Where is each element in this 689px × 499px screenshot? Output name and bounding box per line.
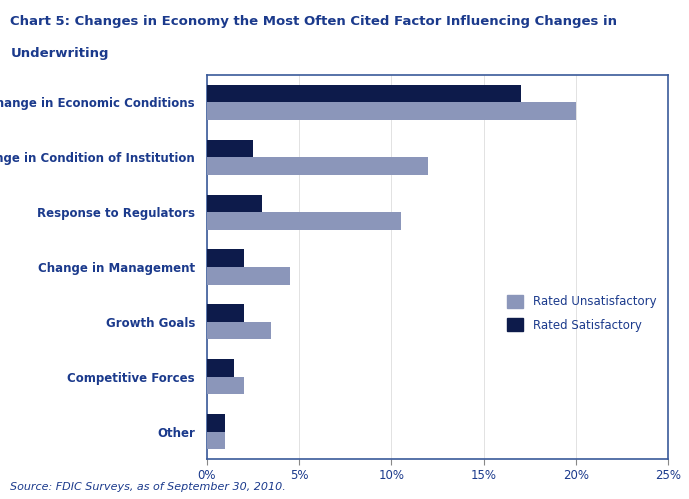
Bar (207, 414, 225, 432)
Bar (207, 195, 262, 212)
Bar (207, 102, 576, 120)
Bar (207, 359, 234, 377)
Legend: Rated Unsatisfactory, Rated Satisfactory: Rated Unsatisfactory, Rated Satisfactory (501, 289, 662, 337)
Text: Underwriting: Underwriting (10, 47, 109, 60)
Text: Chart 5: Changes in Economy the Most Often Cited Factor Influencing Changes in: Chart 5: Changes in Economy the Most Oft… (10, 15, 617, 28)
Bar (207, 140, 253, 157)
Bar (207, 85, 521, 102)
Bar (207, 432, 225, 449)
Bar (207, 157, 429, 175)
Bar (207, 377, 244, 394)
Bar (207, 304, 244, 322)
Bar (207, 250, 244, 267)
Text: Source: FDIC Surveys, as of September 30, 2010.: Source: FDIC Surveys, as of September 30… (10, 482, 286, 492)
Bar (207, 322, 271, 339)
Bar (207, 212, 400, 230)
Bar (207, 267, 290, 284)
